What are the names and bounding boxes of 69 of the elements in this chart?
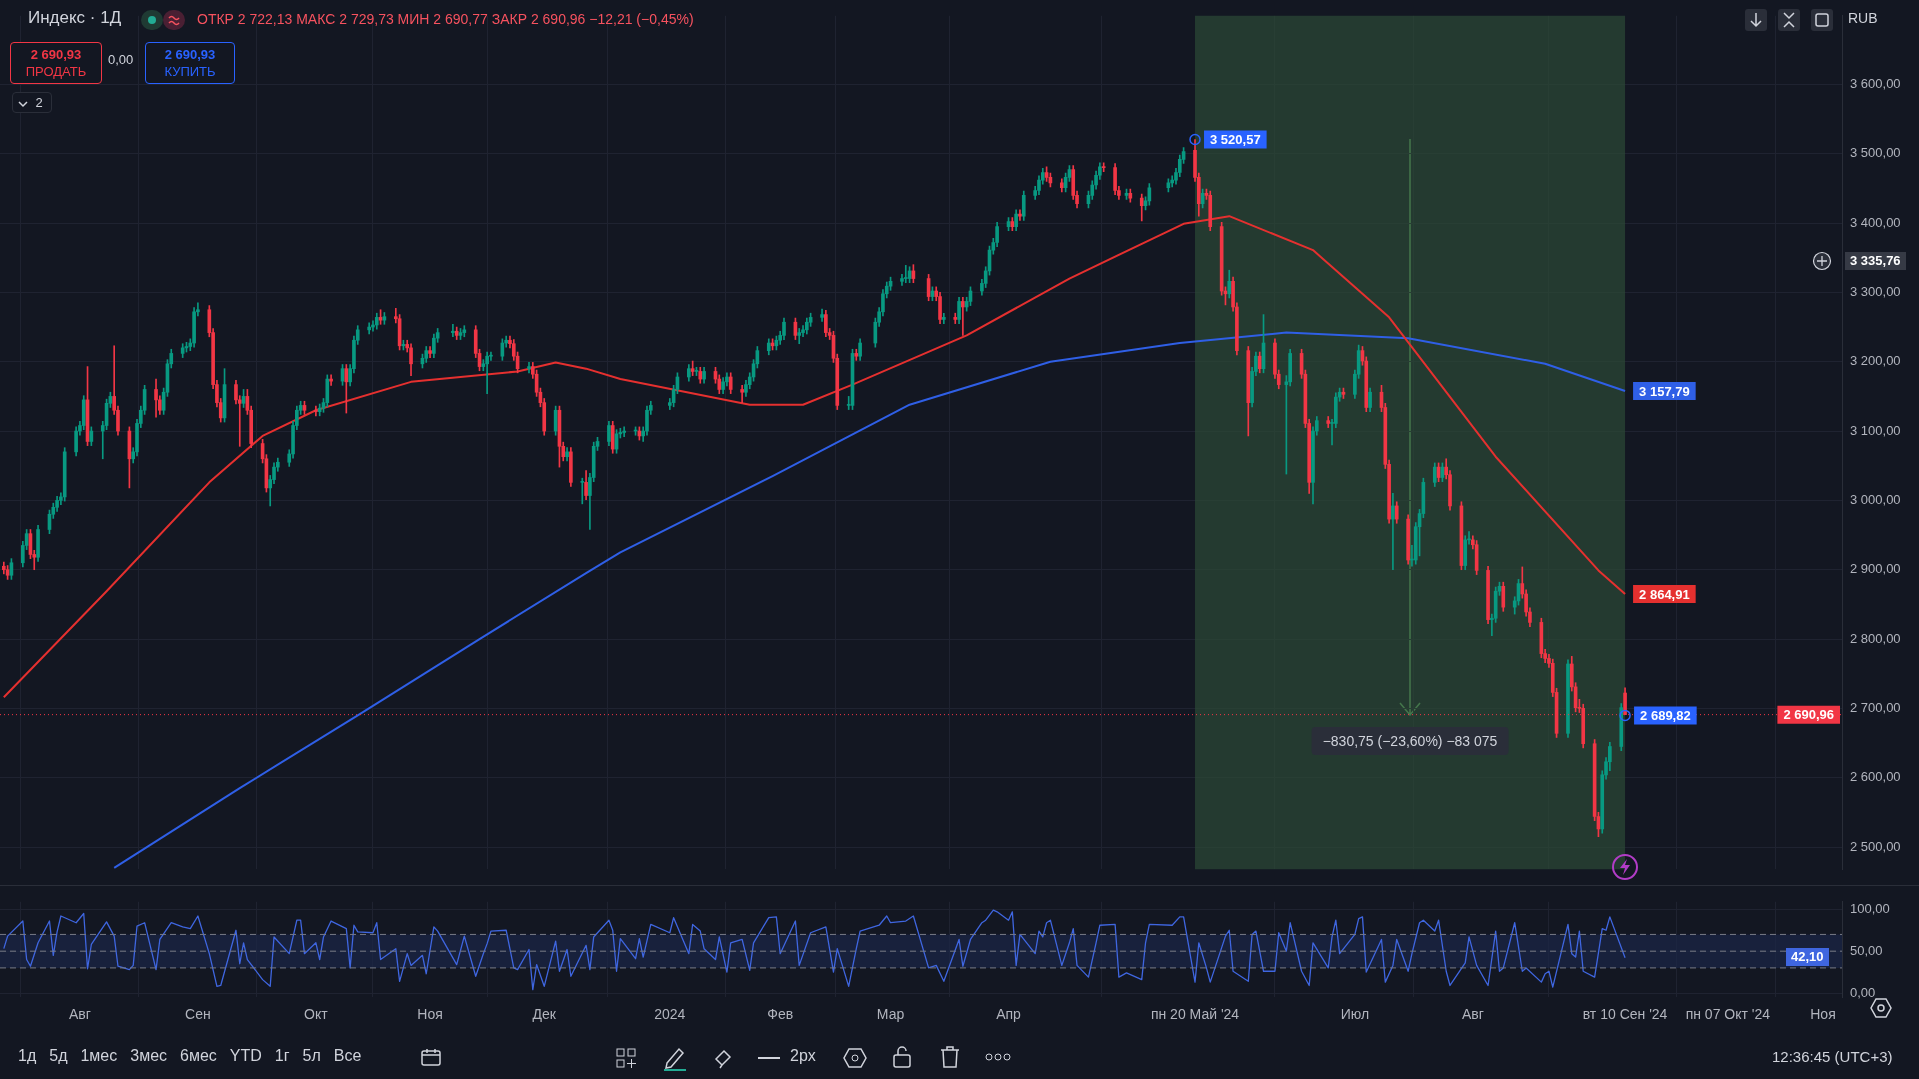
text: 1г: [274, 1047, 290, 1065]
text: 12:36:45 (UTC+3): [1772, 1048, 1893, 1065]
x-tick-label: пн 07 Окт '24: [1685, 1006, 1771, 1023]
text: 1мес: [80, 1047, 118, 1065]
y-tick-label: 2 600,00: [1850, 769, 1901, 785]
candlestick: [1101, 162, 1106, 173]
candlestick: [961, 296, 965, 336]
y-tick-label: 3 300,00: [1850, 283, 1901, 299]
y-tick-label: 2 800,00: [1850, 630, 1901, 646]
annotation: КУПИТЬ: [163, 63, 217, 80]
y-tick-label: 3 500,00: [1850, 145, 1901, 161]
annotation: 2 690,93: [163, 46, 217, 63]
data-label: 3 157,79: [1639, 383, 1690, 399]
x-tick-label: Ноя: [417, 1006, 443, 1023]
chart-subtitle: ОТКР 2 722,13 МАКС 2 729,73 МИН 2 690,77 ЗАКР 2 690,96 −12,21 (−0,45%): [197, 11, 694, 27]
x-tick-label: Сен: [185, 1006, 211, 1023]
y-tick-label: 2 700,00: [1850, 699, 1901, 715]
text: 5д: [49, 1047, 68, 1065]
text: 1д: [18, 1047, 37, 1065]
candlestick: [740, 384, 744, 403]
candlestick: [462, 325, 467, 338]
x-tick-label: 2024: [654, 1006, 686, 1023]
text: 5л: [302, 1047, 321, 1065]
ref-line-label: 2 690,96: [1783, 707, 1834, 723]
text: 3мес: [130, 1047, 168, 1065]
y-tick-label: 3 400,00: [1850, 214, 1901, 230]
annotation: ПРОДАТЬ: [24, 63, 88, 80]
annotation: 2 689,82: [1640, 708, 1691, 723]
candlestick: [622, 426, 626, 437]
y-tick-label: 0,00: [1850, 984, 1876, 1000]
annotation: −830,75 (−23,60%) −83 075: [1322, 733, 1498, 750]
x-tick-label: Мар: [876, 1006, 905, 1023]
x-tick-label: Апр: [996, 1006, 1022, 1023]
text: 2px: [790, 1047, 816, 1065]
y-tick-label: 100,00: [1850, 900, 1890, 916]
x-tick-label: пн 20 Май '24: [1150, 1006, 1240, 1023]
y-tick-label: 2 900,00: [1850, 561, 1901, 577]
x-tick-label: Авг: [68, 1006, 91, 1023]
candlestick: [797, 328, 802, 345]
x-tick-label: Ноя: [1810, 1006, 1836, 1023]
text: 3 335,76: [1850, 253, 1901, 269]
candlestick: [451, 323, 455, 338]
text: RUB: [1848, 10, 1878, 26]
x-tick-label: Июл: [1340, 1006, 1370, 1023]
x-tick-label: Дек: [532, 1006, 557, 1023]
y-tick-label: 3 200,00: [1850, 353, 1901, 369]
y-tick-label: 3 100,00: [1850, 422, 1901, 438]
annotation: 42,10: [1786, 947, 1829, 966]
annotation: 2: [13, 94, 51, 111]
candlestick: [314, 405, 318, 417]
text: 6мес: [180, 1047, 217, 1065]
candlestick: [1391, 493, 1395, 571]
annotation: 2 690,93: [29, 46, 83, 63]
y-tick-label: 50,00: [1850, 942, 1883, 958]
annotation: 3 520,57: [1210, 132, 1261, 148]
y-tick-label: 3 000,00: [1850, 491, 1901, 507]
text: Все: [333, 1047, 362, 1065]
x-tick-label: вт 10 Сен '24: [1582, 1006, 1668, 1023]
x-tick-label: Авг: [1461, 1006, 1484, 1023]
candlestick: [580, 477, 585, 505]
chart-title: Индекс · 1Д: [28, 8, 122, 28]
candlestick: [485, 351, 489, 394]
y-tick-label: 2 500,00: [1850, 838, 1901, 854]
data-label: 2 864,91: [1639, 586, 1690, 602]
annotation: 0,00: [108, 52, 134, 67]
text: YTD: [229, 1047, 262, 1065]
x-tick-label: Окт: [304, 1006, 329, 1023]
x-tick-label: Фев: [767, 1006, 794, 1023]
y-tick-label: 3 600,00: [1850, 76, 1901, 92]
